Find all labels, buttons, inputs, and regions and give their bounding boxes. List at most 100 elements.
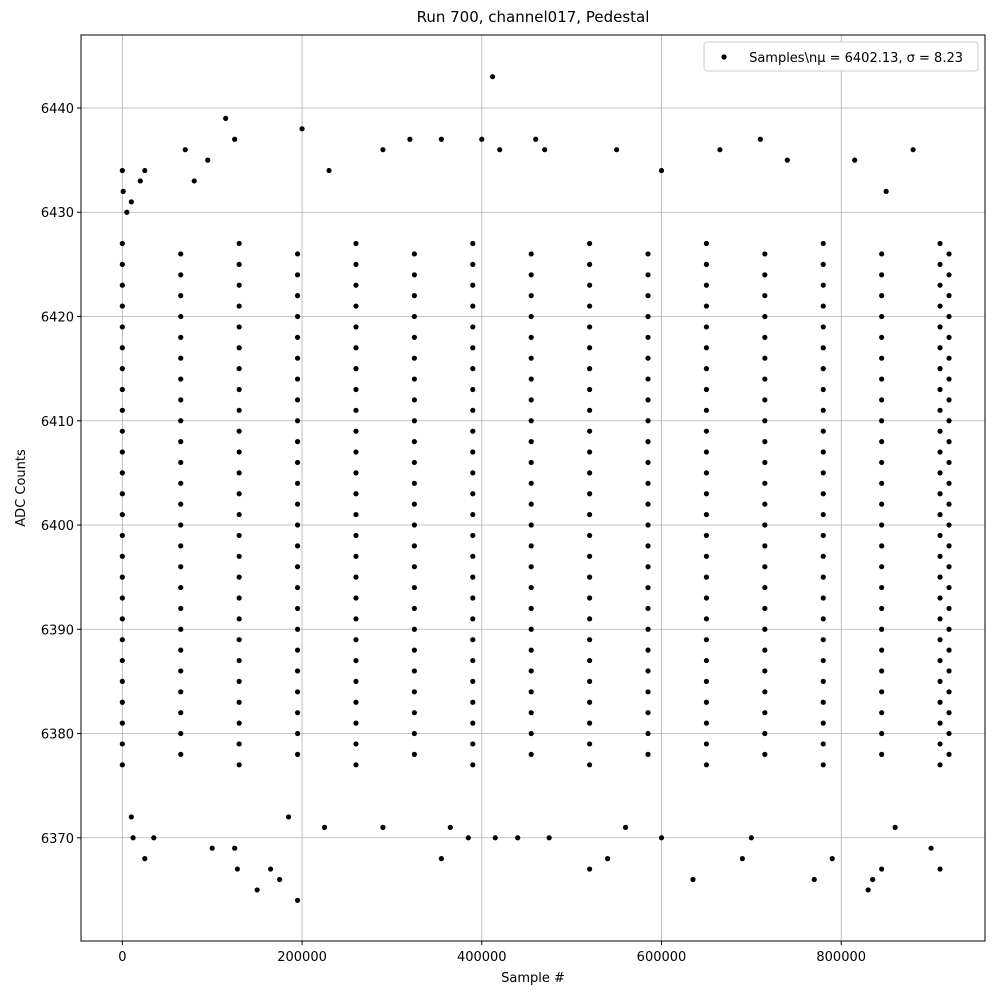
point	[470, 449, 476, 455]
point	[937, 282, 943, 288]
point	[470, 657, 476, 664]
point	[528, 293, 534, 299]
point	[762, 626, 768, 632]
point	[294, 564, 301, 570]
point	[294, 584, 301, 591]
point	[470, 261, 476, 267]
point	[937, 762, 943, 768]
point	[762, 439, 768, 445]
point	[119, 470, 125, 476]
point	[294, 751, 301, 757]
point	[119, 595, 125, 601]
point	[946, 418, 952, 424]
point	[178, 459, 184, 466]
point	[299, 126, 305, 132]
point	[492, 835, 498, 841]
point	[119, 324, 125, 330]
point	[294, 897, 301, 903]
point	[489, 74, 496, 80]
point	[528, 626, 534, 632]
point	[232, 136, 238, 142]
point	[178, 626, 184, 632]
point	[528, 710, 534, 716]
point	[879, 459, 885, 466]
point	[178, 251, 184, 257]
point	[470, 553, 476, 559]
point	[879, 689, 885, 695]
point	[587, 386, 593, 393]
point	[236, 491, 242, 497]
point	[762, 334, 768, 340]
point	[236, 449, 242, 455]
point	[587, 720, 593, 726]
point	[528, 439, 534, 445]
point	[119, 282, 125, 288]
point	[645, 730, 651, 737]
point	[703, 491, 710, 497]
point	[762, 459, 768, 466]
point	[515, 835, 521, 841]
point	[411, 397, 417, 403]
point	[470, 282, 476, 288]
point	[658, 835, 665, 841]
point	[587, 282, 593, 288]
point	[879, 564, 885, 570]
point	[587, 345, 593, 351]
point	[645, 626, 651, 632]
point	[119, 741, 125, 747]
point	[587, 699, 593, 705]
point	[820, 449, 826, 455]
point	[294, 647, 301, 653]
point	[820, 303, 826, 309]
point	[294, 251, 301, 257]
point	[119, 428, 125, 434]
point	[223, 115, 229, 122]
point	[411, 251, 417, 257]
point	[762, 730, 768, 737]
legend-marker	[721, 54, 727, 60]
point	[703, 511, 710, 518]
point	[438, 136, 444, 142]
point	[762, 605, 768, 612]
point	[178, 376, 184, 382]
chart-title: Run 700, channel017, Pedestal	[417, 8, 650, 26]
point	[703, 407, 710, 413]
point	[353, 366, 359, 372]
point	[119, 574, 125, 580]
point	[587, 657, 593, 664]
point	[587, 449, 593, 455]
point	[294, 355, 301, 361]
point	[717, 147, 723, 153]
point	[937, 470, 943, 476]
point	[546, 835, 552, 841]
point	[946, 564, 952, 570]
point	[587, 678, 593, 684]
point	[879, 866, 885, 872]
point	[820, 240, 826, 247]
point	[762, 418, 768, 424]
point	[119, 678, 125, 684]
y-tick-label: 6400	[41, 519, 74, 534]
point	[820, 407, 826, 413]
point	[294, 439, 301, 445]
point	[587, 595, 593, 601]
point	[411, 647, 417, 653]
y-tick-label: 6430	[41, 206, 74, 221]
point	[236, 720, 242, 726]
point	[294, 376, 301, 382]
point	[946, 272, 952, 278]
point	[703, 741, 710, 747]
point	[470, 428, 476, 434]
point	[470, 491, 476, 497]
point	[587, 240, 593, 247]
point	[528, 501, 534, 507]
point	[236, 240, 242, 247]
y-tick-label: 6410	[41, 415, 74, 430]
point	[946, 751, 952, 757]
point	[447, 824, 453, 830]
y-tick-label: 6420	[41, 310, 74, 325]
point	[946, 710, 952, 716]
point	[852, 157, 858, 163]
point	[820, 741, 826, 747]
